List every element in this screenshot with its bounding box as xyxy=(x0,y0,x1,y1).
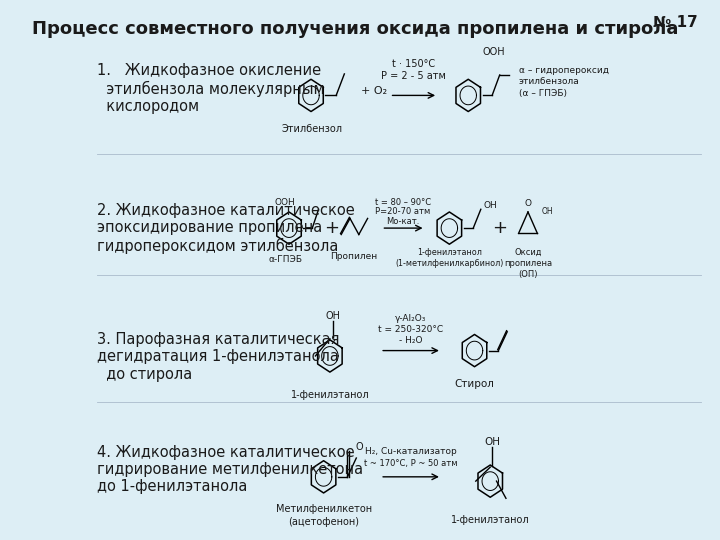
Text: 1.   Жидкофазное окисление
  этилбензола молекулярным
  кислородом: 1. Жидкофазное окисление этилбензола мол… xyxy=(97,63,325,114)
Text: Стирол: Стирол xyxy=(454,379,495,389)
Text: Mo-кат.: Mo-кат. xyxy=(386,217,420,226)
Text: Н₂, Cu-катализатор: Н₂, Cu-катализатор xyxy=(364,447,456,456)
Text: Этилбензол: Этилбензол xyxy=(282,124,343,134)
Text: OH: OH xyxy=(542,207,554,217)
Text: 2. Жидкофазное каталитическое
эпоксидирование пропилена
гидропероксидом этилбенз: 2. Жидкофазное каталитическое эпоксидиро… xyxy=(97,203,355,254)
Text: 1-фенилэтанол: 1-фенилэтанол xyxy=(451,515,529,525)
Text: 1-фенилэтанол: 1-фенилэтанол xyxy=(291,390,369,400)
Text: t = 80 – 90°C: t = 80 – 90°C xyxy=(375,198,431,207)
Text: ОН: ОН xyxy=(325,310,341,321)
Text: - H₂O: - H₂O xyxy=(399,336,422,346)
Text: + O₂: + O₂ xyxy=(361,86,387,96)
Text: O: O xyxy=(355,442,363,453)
Text: t ~ 170°C, P ~ 50 атм: t ~ 170°C, P ~ 50 атм xyxy=(364,459,457,468)
Text: 3. Парофазная каталитическая
дегидратация 1-фенилэтанола
  до стирола: 3. Парофазная каталитическая дегидратаци… xyxy=(97,332,340,382)
Text: +: + xyxy=(324,219,339,237)
Text: № 17: № 17 xyxy=(653,15,698,30)
Text: 1-фенилэтанол
(1-метилфенилкарбинол): 1-фенилэтанол (1-метилфенилкарбинол) xyxy=(395,248,503,268)
Text: P=20-70 атм: P=20-70 атм xyxy=(375,207,431,217)
Text: OOH: OOH xyxy=(274,198,295,207)
Text: α – гидропероксид
этилбензола
(α – ГПЭБ): α – гидропероксид этилбензола (α – ГПЭБ) xyxy=(518,66,608,98)
Text: P = 2 - 5 атм: P = 2 - 5 атм xyxy=(381,71,446,81)
Text: Пропилен: Пропилен xyxy=(330,252,377,260)
Text: Процесс совместного получения оксида пропилена и стирола: Процесс совместного получения оксида про… xyxy=(32,20,678,38)
Text: OH: OH xyxy=(483,201,497,210)
Text: γ-Al₂O₃: γ-Al₂O₃ xyxy=(395,314,426,323)
Text: ОН: ОН xyxy=(484,437,500,447)
Text: Оксид
пропилена
(ОП): Оксид пропилена (ОП) xyxy=(504,247,552,279)
Text: OOH: OOH xyxy=(482,48,505,57)
Text: α-ГПЭБ: α-ГПЭБ xyxy=(269,255,303,264)
Text: O: O xyxy=(524,199,531,208)
Text: 4. Жидкофазное каталитическое
гидрирование метилфенилкетона
до 1-фенилэтанола: 4. Жидкофазное каталитическое гидрирован… xyxy=(97,444,364,495)
Text: +: + xyxy=(492,219,507,237)
Text: t · 150°C: t · 150°C xyxy=(392,59,435,69)
Text: t = 250-320°C: t = 250-320°C xyxy=(378,325,443,334)
Text: Метилфенилкетон
(ацетофенон): Метилфенилкетон (ацетофенон) xyxy=(276,504,372,526)
